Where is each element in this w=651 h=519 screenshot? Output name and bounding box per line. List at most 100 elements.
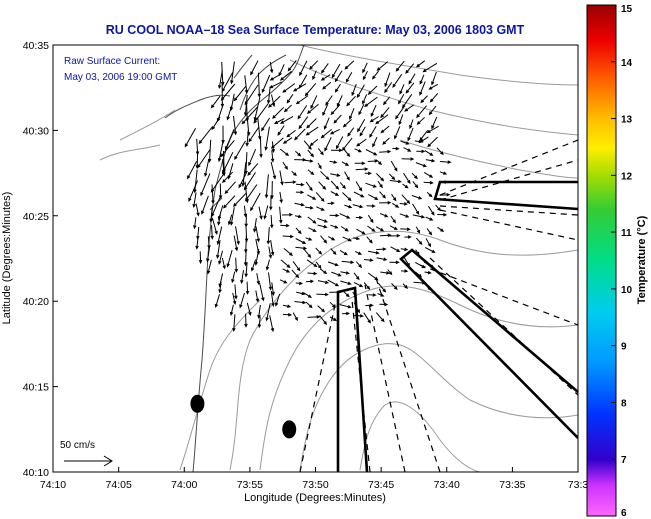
current-vector <box>402 183 409 189</box>
y-axis-ticks: 40:10 40:15 40:20 40:25 40:30 40:35 <box>23 40 58 479</box>
current-vector <box>355 181 363 192</box>
current-vector <box>287 60 297 72</box>
current-vector <box>315 261 322 269</box>
current-vector <box>309 60 319 70</box>
current-vector <box>281 213 294 217</box>
colorbar-label: Temperature (°C) <box>636 215 648 304</box>
current-vector <box>258 206 263 220</box>
current-vector <box>387 269 393 276</box>
current-vector <box>250 60 259 76</box>
current-vector <box>331 271 342 277</box>
current-vector <box>209 205 213 223</box>
x-tick-label: 74:10 <box>40 479 66 491</box>
current-vector <box>352 236 361 241</box>
current-vector <box>265 259 270 271</box>
y-tick-label: 40:20 <box>23 296 49 308</box>
current-vector <box>204 159 210 178</box>
current-vector <box>375 159 383 166</box>
subtitle-line-1: Raw Surface Current: <box>64 56 160 67</box>
current-vector <box>389 225 399 230</box>
current-vector <box>246 302 252 316</box>
current-vector <box>279 279 288 284</box>
x-tick-label: 73:40 <box>434 479 460 491</box>
current-vector <box>342 311 351 316</box>
x-tick-label: 73:45 <box>368 479 394 491</box>
current-vector <box>307 169 315 176</box>
current-vector <box>349 108 355 120</box>
current-vector <box>391 193 397 202</box>
current-vector <box>232 314 236 333</box>
current-vector <box>282 161 288 170</box>
current-vector <box>206 259 212 275</box>
current-vector <box>363 312 371 324</box>
current-vector <box>282 234 294 239</box>
current-vector <box>264 174 269 199</box>
current-vector <box>357 118 366 133</box>
current-vector <box>329 316 338 321</box>
current-vector <box>399 202 408 206</box>
current-vector <box>320 74 331 81</box>
current-vector <box>323 117 330 130</box>
current-vector <box>294 202 305 207</box>
current-vector <box>380 125 390 134</box>
current-vector <box>427 205 435 216</box>
current-vector <box>400 227 411 231</box>
current-vector <box>322 81 332 90</box>
current-vector <box>270 161 277 180</box>
current-vector <box>380 213 389 218</box>
current-vector <box>366 204 376 208</box>
current-vector <box>321 63 329 74</box>
current-vector <box>346 95 356 107</box>
current-vector <box>324 137 332 152</box>
current-vector <box>423 180 434 185</box>
current-vector <box>399 84 405 95</box>
current-vector <box>295 227 302 235</box>
current-vector <box>379 191 386 199</box>
current-vector <box>310 95 318 110</box>
current-vector <box>270 150 275 163</box>
current-vector <box>234 257 239 273</box>
current-vector <box>327 279 340 287</box>
current-vector <box>266 227 271 245</box>
current-vector <box>270 137 284 149</box>
current-vectors <box>184 60 452 333</box>
current-vector <box>392 73 403 88</box>
colorbar-tick-label: 6 <box>621 508 627 519</box>
current-vector <box>426 125 439 134</box>
current-vector <box>233 85 247 102</box>
current-vector <box>342 119 352 128</box>
current-vector <box>341 260 355 264</box>
current-vector <box>341 137 353 151</box>
current-vector <box>309 138 319 147</box>
current-vector <box>425 238 432 248</box>
current-vector <box>220 139 235 158</box>
current-vector <box>224 181 236 195</box>
x-tick-label: 74:00 <box>171 479 197 491</box>
current-vector <box>210 95 221 109</box>
current-vector <box>317 148 324 156</box>
current-vector <box>366 236 373 244</box>
current-vector <box>408 73 416 85</box>
station-markers <box>190 394 297 439</box>
current-vector <box>306 259 318 268</box>
current-vector <box>376 247 387 251</box>
current-vector <box>294 214 303 219</box>
current-vector <box>437 212 448 217</box>
current-vector <box>339 213 351 219</box>
current-vector <box>269 81 282 89</box>
current-vector <box>253 103 269 124</box>
current-vector <box>334 70 343 83</box>
colorbar-tick-label: 10 <box>621 285 633 296</box>
current-vector <box>279 70 292 81</box>
current-vector <box>362 94 368 105</box>
current-vector <box>367 214 374 224</box>
current-vector <box>327 261 339 267</box>
current-vector <box>244 261 248 278</box>
current-vector <box>424 247 436 253</box>
colorbar-tick-label: 13 <box>621 115 633 126</box>
y-tick-label: 40:25 <box>23 211 49 223</box>
current-vector <box>319 268 328 275</box>
radar-beams <box>299 139 578 472</box>
current-vector <box>239 292 245 309</box>
current-vector <box>292 312 298 322</box>
